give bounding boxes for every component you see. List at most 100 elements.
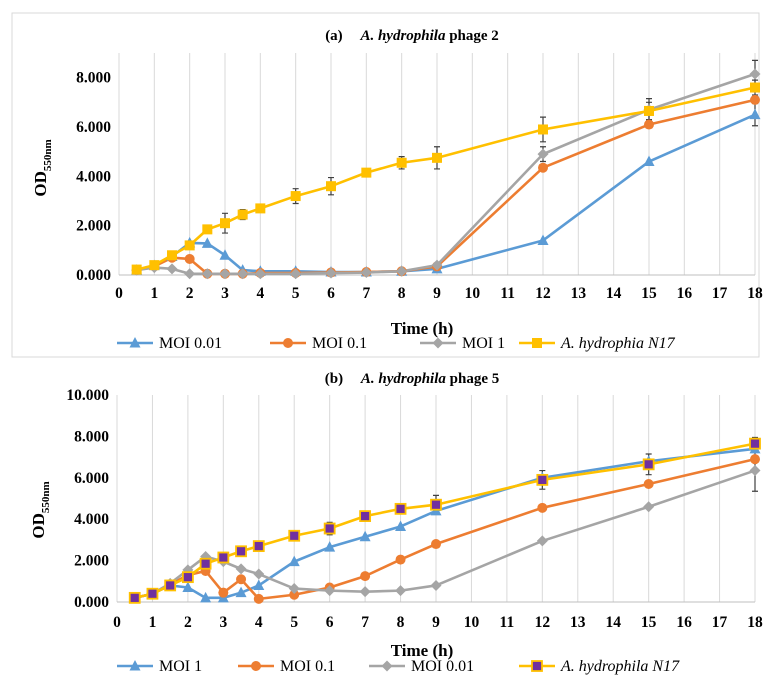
chart-a-series-3-point [255,203,266,214]
chart-b-series-3-point [181,571,194,584]
chart-b-x-tick-label: 16 [676,614,692,631]
chart-b-series-3-point [252,540,265,553]
chart-b-x-tick-label: 0 [113,614,121,631]
chart-a-series-2-point [360,267,372,279]
chart-a-x-tick-label: 1 [150,285,158,302]
chart-b-series-2-point [430,579,442,591]
chart-b-series-3-line [134,442,756,600]
chart-a-frame [11,12,760,358]
chart-b-x-tick-label: 10 [464,614,480,631]
chart-a-legend-marker-0 [129,337,141,348]
chart-a-series-2-point [166,263,178,275]
chart-a-x-tick-label: 13 [571,285,587,302]
chart-b-y-tick-label: 10.000 [66,387,109,404]
chart-a-xlabel: Time (h) [391,319,454,338]
chart-a-series-3-line [136,86,756,271]
chart-b-series-1-point [236,574,247,585]
chart-a-y-tick-label: 8.000 [76,70,111,87]
chart-b-series-2-line [134,469,756,600]
chart-b-series-0-line [134,447,756,600]
chart-a-y-tick-label: 0.000 [76,267,111,284]
chart-a-series-3-point [237,209,248,220]
chart-b-y-tick-label: 6.000 [74,470,109,487]
chart-b-x-tick-label: 9 [432,614,440,631]
chart-b-x-tick-label: 11 [500,614,515,631]
chart-a-x-tick-label: 17 [712,285,728,302]
chart-a-series-2-point [396,265,408,277]
chart-b-series-1-point [537,502,548,513]
chart-a-legend-label-3: A. hydrophia N17 [560,335,676,352]
chart-a-series-3-point [131,264,142,275]
chart-b-series-2-point [395,585,407,597]
chart-a-series-3-point [202,224,213,235]
chart-a-series-2-point [431,259,443,271]
chart-a-series-1-point [750,94,760,105]
chart-a-x-tick-label: 14 [606,285,622,302]
chart-a-x-tick-label: 11 [500,285,515,302]
chart-b-series-3-point [323,522,336,535]
chart-a-series-1-point [184,253,195,264]
chart-b-series-3-point [749,437,761,450]
chart-a-series-3-point [290,191,301,202]
chart-b-series-3-point [199,557,212,570]
chart-b-series-0-point [253,579,265,590]
chart-a-y-tick-label: 2.000 [76,218,111,235]
chart-b-series-0-point [359,530,371,542]
chart-b-x-tick-label: 1 [149,614,157,631]
chart-b-legend-marker-3 [531,660,543,672]
chart-a-x-tick-label: 9 [433,285,441,302]
chart-b-series-3-point [394,502,407,515]
chart-a-legend-marker-3 [532,338,542,348]
chart-a-series-0-point [537,234,549,245]
chart-a-x-tick-label: 2 [186,285,194,302]
chart-b-legend: MOI 1 MOI 0.1 MOI 0.01 A. hydrophila N17 [117,658,680,675]
chart-b-y-tick-label: 2.000 [74,553,109,570]
chart-a-legend-label-2: MOI 1 [462,335,505,352]
chart-b-x-tick-label: 4 [255,614,263,631]
chart-b-series-2-point [324,585,336,597]
chart-b-series-1-point [643,479,654,490]
chart-a-x-tick-label: 6 [327,285,335,302]
chart-b-series-3-point [288,529,301,542]
chart-b-series-3-point [128,591,141,604]
chart-a-series-1-point [538,162,548,173]
chart-b-series-3-point [217,551,230,564]
chart-a-series-2-point [325,267,337,279]
chart-a-x-tick-label: 3 [221,285,229,302]
chart-a-series-3-point [361,167,372,178]
chart-b-x-tick-label: 12 [535,614,551,631]
chart-a-x-tick-label: 16 [677,285,693,302]
chart-a-series-3-point [326,181,336,192]
chart-b-y-tick-label: 0.000 [74,594,109,611]
chart-a-series-0-point [643,155,655,167]
chart-b-y-tick-label: 8.000 [74,428,109,445]
chart-b-series-2-point [359,586,371,598]
chart-b-series-3-point [359,510,372,522]
chart-a-ylabel: OD550nm [31,139,54,196]
chart-a-series-2-point [219,268,231,280]
chart-b-series-0-point [288,555,300,567]
chart-a-series-2-point [290,268,302,280]
chart-b-series-3-point [146,587,159,600]
chart-b-series-1-point [360,571,371,582]
chart-b-series-2-point [288,583,300,595]
chart-b-series-2-point [253,568,265,580]
chart-b-x-tick-label: 5 [290,614,298,631]
chart-a-series-3-point [220,218,230,229]
chart-a-series-3-point [167,250,177,261]
chart-b-series-1-point [431,539,441,550]
chart-a-x-tick-label: 15 [641,285,657,302]
chart-b-series-0-point [182,581,194,593]
chart-b-series-2-point [200,550,212,562]
chart-b-series-3-point [164,579,177,592]
chart-a-y-tick-label: 6.000 [76,119,111,136]
chart-b-series-2-point [749,465,761,477]
chart-a-series-2-line [136,72,756,276]
chart-a-legend: MOI 0.01 MOI 0.1 MOI 1 A. hydrophia N17 [117,335,676,352]
chart-b-y-tick-label: 4.000 [74,511,109,528]
chart-a-legend-label-1: MOI 0.1 [312,335,367,352]
chart-a-series-3-point [149,260,160,271]
chart-a-legend-label-0: MOI 0.01 [159,335,222,352]
chart-b-series-1-point [750,454,760,465]
chart-a-plot: 0 1 2 3 4 5 6 7 8 9 10 11 12 13 14 15 16 17 180.0002.0004.… [76,53,763,302]
